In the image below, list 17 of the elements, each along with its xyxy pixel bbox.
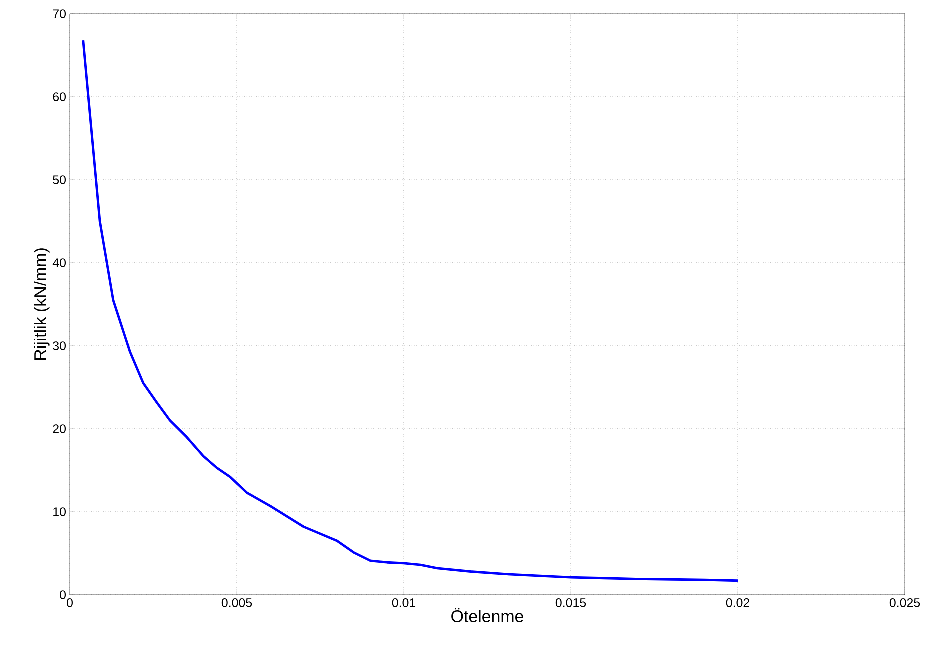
x-tick-label: 0 [67,598,73,608]
x-axis-title: Ötelenme [452,608,524,623]
y-tick-label: 50 [53,176,66,184]
x-tick-label: 0.005 [222,598,252,608]
x-tick-label: 0.015 [556,598,586,608]
x-tick-label: 0.02 [726,598,750,608]
y-tick-label: 0 [60,590,66,600]
y-axis-title: Rijitlik (kN/mm) [34,248,50,360]
line-series [82,39,740,582]
y-tick-label: 30 [53,342,66,350]
y-tick-label: 60 [53,92,66,102]
y-tick-label: 10 [54,508,66,516]
y-tick-label: 70 [53,10,66,18]
x-tick-label: 0.01 [392,598,416,608]
y-tick-label: 20 [53,424,66,434]
y-tick-label: 40 [52,258,66,268]
x-tick-label: 0.025 [890,598,920,608]
